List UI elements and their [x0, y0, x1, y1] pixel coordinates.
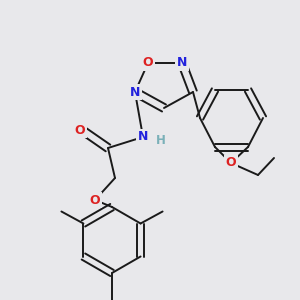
Text: O: O: [226, 157, 236, 169]
Text: N: N: [130, 85, 140, 98]
Text: O: O: [75, 124, 85, 136]
Text: O: O: [143, 56, 153, 70]
Text: N: N: [138, 130, 148, 143]
Text: N: N: [177, 56, 187, 70]
Text: O: O: [90, 194, 100, 206]
Text: H: H: [156, 134, 166, 146]
